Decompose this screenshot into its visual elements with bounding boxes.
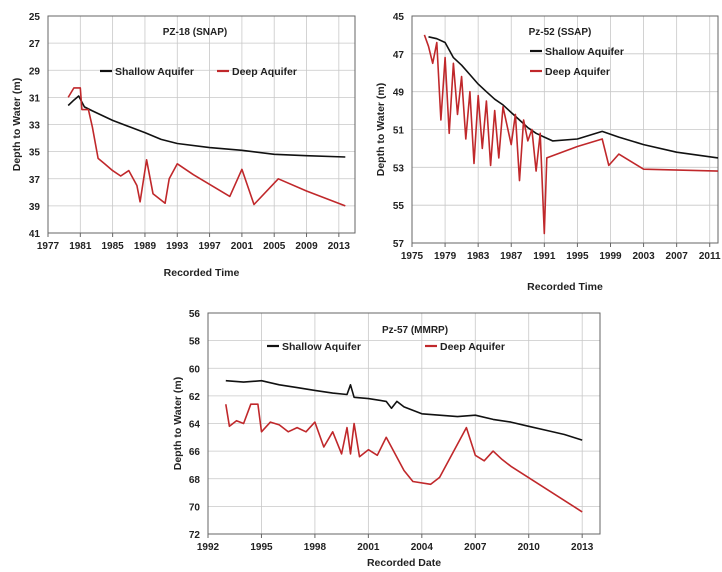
y-tick-label: 62 — [189, 392, 201, 403]
chart-title: Pz-52 (SSAP) — [529, 27, 592, 38]
x-tick-label: 1987 — [500, 251, 523, 262]
x-tick-label: 1998 — [304, 542, 327, 553]
x-tick-label: 1983 — [467, 251, 490, 262]
x-tick-label: 2007 — [464, 542, 487, 553]
y-tick-label: 47 — [393, 50, 405, 61]
y-tick-label: 66 — [189, 447, 201, 458]
series-line — [67, 95, 346, 158]
chart-1: 1977 1981 1985 1989 1993 1997 2001 2005 2009 2013… — [11, 12, 356, 279]
y-tick-label: 37 — [29, 175, 41, 186]
legend-label: Deep Aquifer — [545, 66, 610, 78]
chart-2: 1975 1979 1983 1987 1991 1995 1999 2003 2007 2011… — [375, 12, 721, 293]
y-tick-label: 56 — [189, 309, 201, 320]
x-axis-label: Recorded Time — [164, 267, 240, 279]
x-tick-label: 1989 — [134, 241, 157, 252]
x-tick-label: 2005 — [263, 241, 286, 252]
plot-frame — [207, 312, 601, 535]
y-tick-label: 68 — [189, 475, 201, 486]
series-line — [67, 87, 346, 207]
x-axis-label: Recorded Date — [367, 557, 441, 569]
series-line — [225, 379, 583, 441]
y-tick-label: 31 — [29, 93, 41, 104]
x-tick-label: 1995 — [250, 542, 273, 553]
x-tick-label: 1975 — [401, 251, 424, 262]
y-tick-label: 39 — [29, 202, 41, 213]
y-tick-label: 53 — [393, 163, 405, 174]
y-tick-label: 27 — [29, 39, 41, 50]
x-tick-label: 2007 — [666, 251, 689, 262]
y-tick-label: 64 — [189, 420, 201, 431]
y-tick-label: 60 — [189, 364, 201, 375]
y-tick-label: 70 — [189, 502, 201, 513]
x-tick-label: 2003 — [632, 251, 655, 262]
plot-frame — [411, 15, 719, 244]
series-line — [423, 34, 719, 235]
x-tick-label: 1999 — [599, 251, 622, 262]
y-tick-label: 41 — [29, 229, 41, 240]
x-tick-label: 1997 — [198, 241, 221, 252]
x-tick-label: 2004 — [411, 542, 434, 553]
y-tick-label: 45 — [393, 12, 405, 23]
y-tick-label: 33 — [29, 121, 41, 132]
legend-label: Deep Aquifer — [440, 341, 505, 353]
x-tick-label: 1991 — [533, 251, 556, 262]
x-axis-label: Recorded Time — [527, 281, 603, 293]
x-tick-label: 2011 — [699, 251, 721, 262]
y-tick-label: 72 — [189, 530, 201, 541]
plot-frame — [47, 15, 356, 234]
y-tick-label: 49 — [393, 88, 405, 99]
x-tick-label: 1993 — [166, 241, 189, 252]
x-tick-label: 1979 — [434, 251, 457, 262]
y-tick-label: 57 — [393, 239, 405, 250]
legend-label: Shallow Aquifer — [282, 341, 361, 353]
x-tick-label: 1985 — [102, 241, 125, 252]
y-tick-label: 35 — [29, 148, 41, 159]
y-tick-label: 51 — [393, 126, 405, 137]
y-tick-label: 58 — [189, 337, 201, 348]
chart-title: PZ-18 (SNAP) — [163, 27, 227, 38]
x-tick-label: 2010 — [518, 542, 541, 553]
x-tick-label: 1981 — [69, 241, 92, 252]
x-tick-label: 2013 — [571, 542, 594, 553]
legend-label: Deep Aquifer — [232, 66, 297, 78]
series-line — [225, 403, 583, 513]
x-tick-label: 2009 — [295, 241, 318, 252]
y-axis-label: Depth to Water (m) — [172, 377, 184, 471]
x-tick-label: 2013 — [328, 241, 351, 252]
chart-3: 1992 1995 1998 2001 2004 2007 2010 2013 56 58 60 62… — [172, 309, 601, 569]
x-tick-label: 2001 — [357, 542, 380, 553]
y-tick-label: 55 — [393, 201, 405, 212]
x-tick-label: 1992 — [197, 542, 220, 553]
y-tick-label: 25 — [29, 12, 41, 23]
x-tick-label: 1977 — [37, 241, 60, 252]
x-tick-label: 1995 — [566, 251, 589, 262]
legend-label: Shallow Aquifer — [545, 46, 624, 58]
y-axis-label: Depth to Water (m) — [11, 78, 23, 172]
x-tick-label: 2001 — [231, 241, 254, 252]
y-tick-label: 29 — [29, 66, 41, 77]
legend-label: Shallow Aquifer — [115, 66, 194, 78]
y-axis-label: Depth to Water (m) — [375, 83, 387, 177]
chart-title: Pz-57 (MMRP) — [382, 325, 448, 336]
